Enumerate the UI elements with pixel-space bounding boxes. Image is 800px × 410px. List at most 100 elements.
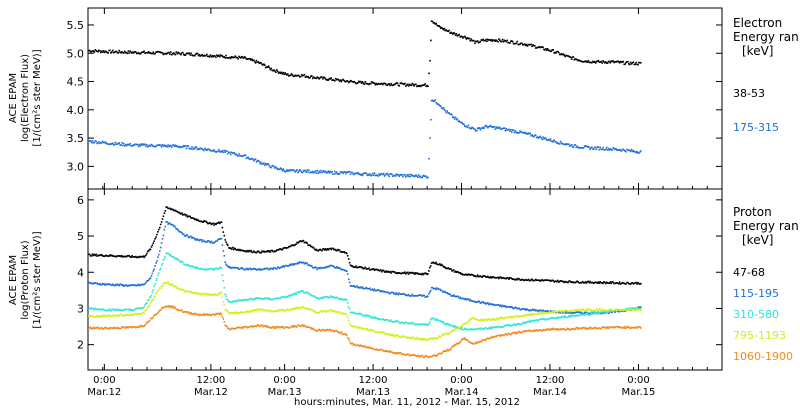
data-point [576, 314, 578, 316]
data-point [585, 313, 588, 315]
data-point [358, 81, 361, 83]
data-point [421, 272, 424, 275]
data-point [525, 321, 528, 323]
data-point [438, 352, 440, 355]
data-point [473, 342, 475, 345]
data-point [386, 172, 389, 175]
data-point [345, 313, 347, 316]
data-point [219, 54, 222, 56]
electron-series [88, 20, 642, 179]
proton-legend-title-2: Energy ran [733, 219, 799, 233]
data-point [192, 313, 194, 315]
data-point [600, 311, 602, 314]
data-point [188, 265, 190, 267]
data-point [395, 292, 398, 294]
data-point [154, 145, 156, 148]
data-point [420, 294, 423, 297]
data-point [205, 220, 207, 223]
data-point [155, 262, 157, 264]
data-point [394, 82, 397, 85]
data-point [432, 261, 435, 264]
data-point [206, 55, 209, 58]
data-point [248, 298, 250, 301]
data-point [141, 283, 143, 286]
data-point [113, 314, 116, 316]
data-point [306, 307, 308, 309]
data-point [412, 295, 414, 297]
data-point [468, 340, 471, 343]
data-point [331, 329, 333, 332]
data-point [559, 140, 562, 143]
data-point [390, 173, 392, 175]
data-point [327, 310, 330, 312]
data-point [116, 314, 119, 316]
data-point [244, 56, 247, 59]
data-point [489, 303, 492, 306]
data-point [335, 297, 337, 299]
data-point [546, 49, 548, 51]
data-point [341, 171, 343, 174]
data-point [615, 309, 617, 312]
data-point [553, 328, 555, 331]
data-point [405, 354, 407, 356]
data-point [324, 311, 327, 313]
data-point [345, 80, 347, 83]
data-point [460, 273, 462, 275]
data-point [142, 307, 144, 309]
data-point [107, 255, 109, 257]
xtick-date: Mar.15 [622, 387, 656, 398]
data-point [364, 81, 367, 83]
data-point [398, 272, 401, 274]
data-point [603, 326, 605, 328]
data-point [593, 309, 595, 312]
data-point [278, 326, 281, 329]
data-point [365, 286, 367, 289]
data-point [461, 121, 463, 124]
data-point [240, 267, 242, 270]
data-point [283, 73, 285, 76]
data-point [273, 266, 275, 269]
data-point [594, 312, 597, 314]
time-x-axis: 0:00Mar.1212:00Mar.120:00Mar.1312:00Mar.… [87, 8, 723, 398]
data-point [365, 328, 367, 330]
data-point [589, 326, 591, 329]
data-point [366, 287, 368, 290]
data-point [91, 314, 94, 317]
data-point [138, 52, 141, 55]
data-point [219, 292, 222, 295]
data-point [600, 148, 602, 151]
data-point [104, 254, 107, 257]
data-point [431, 262, 434, 264]
data-point [479, 319, 482, 322]
data-point [98, 308, 100, 310]
data-point [470, 127, 472, 130]
data-point [229, 247, 232, 250]
data-point [241, 299, 244, 301]
data-point [518, 307, 520, 310]
data-point [135, 307, 137, 310]
data-point [523, 132, 526, 134]
data-point [511, 317, 513, 319]
data-point [558, 310, 561, 312]
data-point [482, 275, 484, 277]
data-point [404, 82, 406, 85]
data-point [503, 127, 506, 129]
data-point [323, 329, 325, 332]
data-point [495, 304, 497, 306]
data-point [115, 255, 118, 258]
data-point [379, 318, 381, 320]
data-point [385, 270, 388, 272]
data-point [285, 326, 287, 328]
data-point [270, 67, 273, 70]
data-point [124, 51, 127, 54]
data-point [359, 266, 362, 268]
data-point [590, 309, 592, 312]
data-point [462, 37, 464, 39]
data-point [196, 293, 199, 295]
data-point [249, 250, 251, 253]
data-point [560, 53, 563, 55]
data-point [166, 252, 168, 255]
data-point [368, 288, 370, 290]
data-point [166, 52, 168, 55]
data-point [180, 309, 182, 312]
